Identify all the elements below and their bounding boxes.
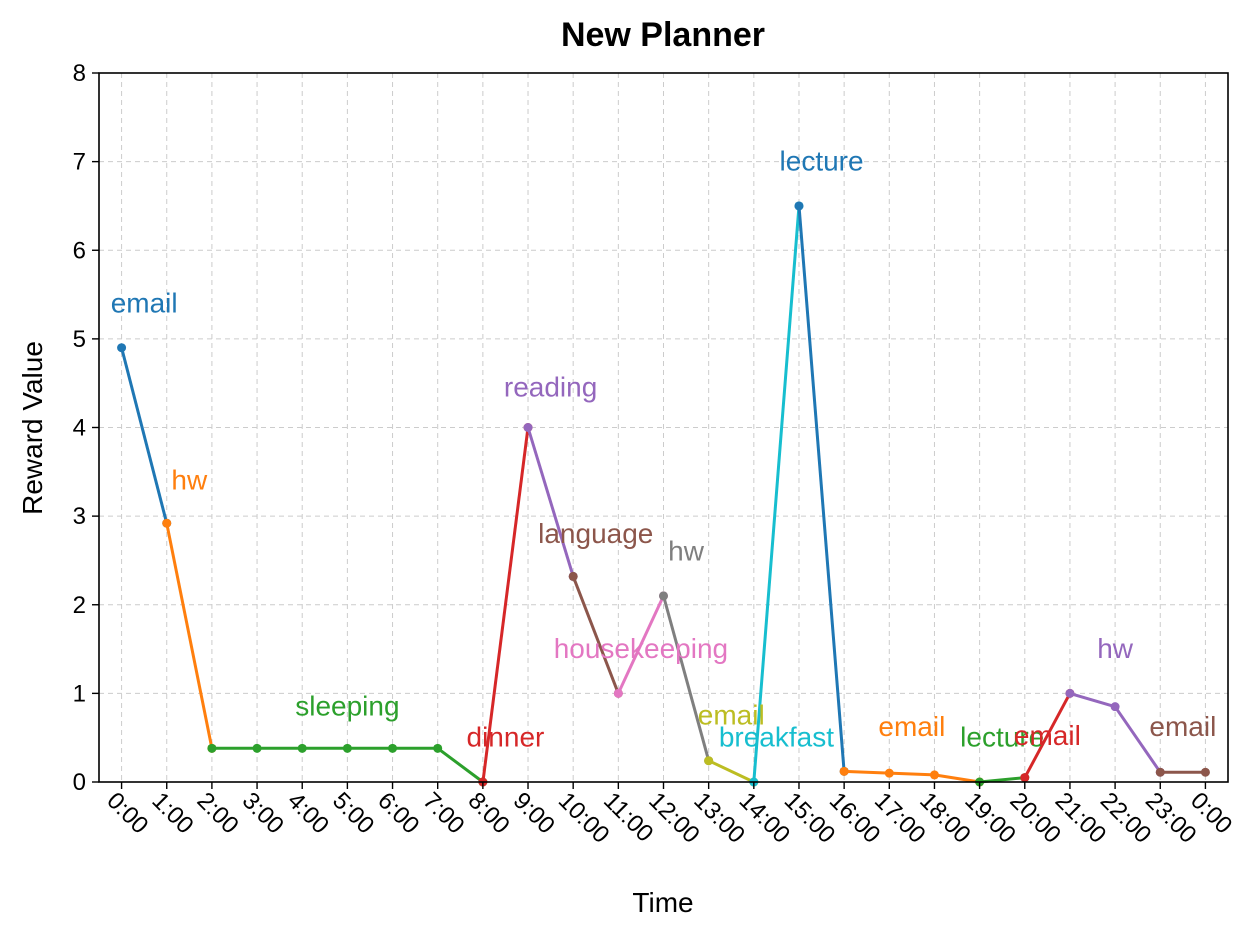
data-point bbox=[1155, 767, 1165, 777]
data-point bbox=[884, 768, 894, 778]
series-labels: email hw sleeping dinner reading language hous… bbox=[111, 146, 1217, 753]
data-point bbox=[613, 688, 623, 698]
y-axis-label: Reward Value bbox=[17, 341, 48, 515]
series-line bbox=[165, 522, 214, 749]
x-tick-label: 21:00 bbox=[1050, 787, 1112, 849]
y-tick-label: 1 bbox=[73, 680, 86, 707]
series-label: email bbox=[111, 287, 178, 318]
data-point bbox=[1065, 688, 1075, 698]
y-tick-label: 4 bbox=[73, 415, 86, 442]
x-tick-label: 7:00 bbox=[417, 787, 469, 839]
series-label: language bbox=[538, 518, 653, 549]
chart-title: New Planner bbox=[561, 16, 765, 54]
data-point bbox=[568, 571, 578, 581]
data-point bbox=[1110, 702, 1120, 712]
x-tick-label: 2:00 bbox=[192, 787, 244, 839]
data-point bbox=[929, 770, 939, 780]
data-point bbox=[1200, 767, 1210, 777]
series-label: email bbox=[698, 700, 765, 731]
series-label: dinner bbox=[467, 722, 545, 753]
data-point bbox=[839, 766, 849, 776]
series-label: sleeping bbox=[295, 691, 399, 722]
series-label: reading bbox=[504, 372, 597, 403]
data-point bbox=[1020, 773, 1030, 783]
data-point bbox=[297, 743, 307, 753]
x-tick-label: 1:00 bbox=[146, 787, 198, 839]
y-tick-label: 6 bbox=[73, 237, 86, 264]
series-line bbox=[844, 769, 980, 784]
data-point bbox=[342, 743, 352, 753]
grid bbox=[99, 72, 1228, 783]
x-tick-label: 9:00 bbox=[508, 787, 560, 839]
series-label: hw bbox=[668, 536, 705, 567]
series-line bbox=[662, 595, 711, 762]
series-label: email bbox=[1014, 720, 1081, 751]
x-tick-label: 5:00 bbox=[327, 787, 379, 839]
y-tick-label: 5 bbox=[73, 326, 86, 353]
series-line bbox=[120, 347, 169, 524]
data-point bbox=[794, 201, 804, 211]
x-tick-label: 16:00 bbox=[824, 787, 886, 849]
y-axis-ticks: 0 1 2 3 4 5 6 7 8 bbox=[73, 60, 99, 796]
x-tick-label: 4:00 bbox=[282, 787, 334, 839]
x-tick-label: 17:00 bbox=[869, 787, 931, 849]
x-tick-label: 8:00 bbox=[463, 787, 515, 839]
data-point bbox=[433, 743, 443, 753]
series-label: email bbox=[878, 711, 945, 742]
x-tick-label: 0:00 bbox=[101, 787, 153, 839]
data-point bbox=[659, 591, 668, 601]
y-tick-label: 8 bbox=[73, 60, 86, 87]
y-tick-label: 2 bbox=[73, 592, 86, 619]
x-tick-label: 12:00 bbox=[643, 787, 705, 849]
series-line bbox=[616, 595, 665, 695]
x-tick-label: 15:00 bbox=[779, 787, 841, 849]
x-axis-ticks: 0:001:002:003:004:005:006:007:008:009:00… bbox=[101, 782, 1237, 849]
x-tick-label: 19:00 bbox=[959, 787, 1021, 849]
x-tick-label: 18:00 bbox=[914, 787, 976, 849]
series-line bbox=[708, 759, 755, 784]
series-line bbox=[797, 205, 846, 772]
data-point bbox=[388, 743, 398, 753]
y-tick-label: 0 bbox=[73, 769, 86, 796]
x-tick-label: 3:00 bbox=[237, 787, 289, 839]
data-point bbox=[252, 743, 262, 753]
series-label: housekeeping bbox=[554, 633, 728, 664]
x-tick-label: 20:00 bbox=[1005, 787, 1067, 849]
y-tick-label: 3 bbox=[73, 503, 86, 530]
series-line bbox=[752, 205, 801, 783]
series-line bbox=[481, 427, 530, 783]
x-axis-label: Time bbox=[632, 887, 693, 918]
data-point bbox=[704, 756, 714, 766]
series-label: lecture bbox=[780, 146, 864, 177]
series-label: lecture bbox=[960, 722, 1044, 753]
data-point bbox=[162, 518, 172, 528]
x-tick-label: 11:00 bbox=[598, 787, 658, 847]
data-point bbox=[523, 423, 533, 432]
series-line bbox=[526, 427, 575, 577]
series-line bbox=[1023, 692, 1072, 779]
series-label: hw bbox=[171, 465, 208, 496]
series-label: hw bbox=[1097, 633, 1134, 664]
data-point bbox=[117, 343, 127, 353]
y-tick-label: 7 bbox=[73, 149, 86, 176]
x-tick-label: 13:00 bbox=[688, 787, 750, 849]
x-tick-label: 10:00 bbox=[553, 787, 615, 849]
x-tick-label: 23:00 bbox=[1140, 787, 1202, 849]
series-line bbox=[571, 575, 620, 694]
x-tick-label: 6:00 bbox=[372, 787, 424, 839]
x-tick-label: 22:00 bbox=[1095, 787, 1157, 849]
data-point bbox=[207, 743, 217, 753]
series-label: breakfast bbox=[719, 722, 834, 753]
series-label: email bbox=[1149, 711, 1216, 742]
x-tick-label: 14:00 bbox=[734, 787, 796, 849]
